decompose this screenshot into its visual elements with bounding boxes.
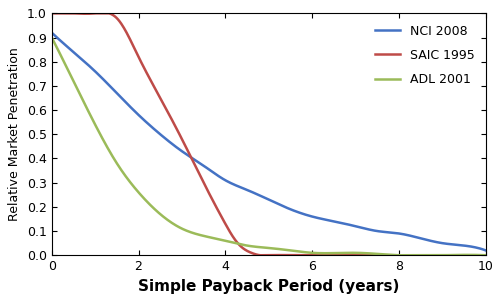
Line: NCI 2008: NCI 2008 — [52, 33, 485, 250]
ADL 2001 — [396, 253, 402, 257]
X-axis label: Simple Payback Period (years): Simple Payback Period (years) — [138, 279, 399, 294]
NCI 2008 — [257, 194, 263, 198]
ADL 2001 — [482, 253, 488, 257]
SAIC 1995 — [284, 253, 290, 257]
NCI 2008 — [471, 246, 477, 249]
SAIC 1995 — [482, 253, 488, 257]
ADL 2001 — [404, 253, 410, 257]
ADL 2001 — [307, 251, 313, 255]
ADL 2001 — [472, 253, 478, 257]
Y-axis label: Relative Market Penetration: Relative Market Penetration — [9, 47, 21, 221]
SAIC 1995 — [258, 253, 264, 257]
NCI 2008 — [283, 206, 289, 210]
NCI 2008 — [255, 193, 261, 196]
Legend: NCI 2008, SAIC 1995, ADL 2001: NCI 2008, SAIC 1995, ADL 2001 — [369, 20, 478, 91]
NCI 2008 — [482, 249, 488, 252]
NCI 2008 — [49, 31, 55, 34]
Line: SAIC 1995: SAIC 1995 — [52, 13, 485, 255]
ADL 2001 — [283, 248, 289, 252]
ADL 2001 — [257, 246, 263, 249]
ADL 2001 — [49, 36, 55, 39]
SAIC 1995 — [49, 11, 55, 15]
SAIC 1995 — [255, 253, 261, 257]
SAIC 1995 — [307, 253, 313, 257]
Line: ADL 2001: ADL 2001 — [52, 37, 485, 255]
NCI 2008 — [307, 214, 313, 218]
SAIC 1995 — [257, 253, 263, 257]
SAIC 1995 — [404, 253, 410, 257]
SAIC 1995 — [472, 253, 478, 257]
ADL 2001 — [255, 245, 261, 249]
NCI 2008 — [404, 233, 410, 237]
